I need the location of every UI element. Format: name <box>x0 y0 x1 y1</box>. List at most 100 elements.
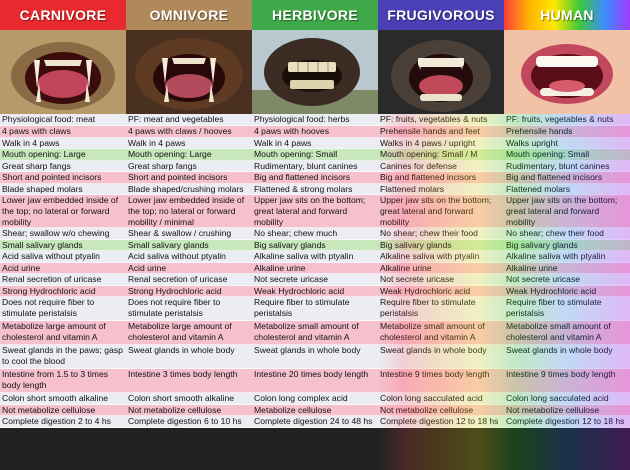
cell-frugivorous-20: Complete digestion 12 to 18 hs <box>378 416 504 428</box>
column-omnivore: OMNIVORE PF: meat and vegetables 4 paws w… <box>126 0 252 470</box>
cell-human-11: Alkaline urine <box>504 262 630 274</box>
column-human: HUMAN PF: fruits, vegetables & nuts Prehe… <box>504 0 630 470</box>
rows-frugivorous: PF: fruits, vegetables & nuts Prehensile … <box>378 114 504 428</box>
cell-carnivore-1: 4 paws with claws <box>0 126 126 138</box>
cell-carnivore-8: Shear; swallow w/o chewing <box>0 228 126 240</box>
cell-carnivore-3: Mouth opening: Large <box>0 149 126 161</box>
cell-herbivore-17: Intestine 20 times body length <box>252 369 378 393</box>
cell-human-1: Prehensile hands <box>504 126 630 138</box>
human-mouth-image <box>504 30 630 114</box>
cell-carnivore-12: Renal secretion of uricase <box>0 274 126 286</box>
cell-herbivore-7: Upper jaw sits on the bottom; great late… <box>252 195 378 228</box>
cell-omnivore-15: Metabolize large amount of cholesterol a… <box>126 321 252 345</box>
cell-frugivorous-2: Walks in 4 paws / upright <box>378 137 504 149</box>
cell-frugivorous-11: Alkaline urine <box>378 262 504 274</box>
cell-herbivore-11: Alkaline urine <box>252 262 378 274</box>
cell-herbivore-0: Physiological food: herbs <box>252 114 378 126</box>
cell-carnivore-15: Metabolize large amount of cholesterol a… <box>0 321 126 345</box>
cell-frugivorous-19: Not metabolize cellulose <box>378 404 504 416</box>
rows-human: PF: fruits, vegetables & nuts Prehensile … <box>504 114 630 428</box>
cell-human-16: Sweat glands in whole body <box>504 345 630 369</box>
cell-frugivorous-3: Mouth opening: Small / M <box>378 149 504 161</box>
horse-teeth-image <box>252 30 378 114</box>
cell-herbivore-16: Sweat glands in whole body <box>252 345 378 369</box>
rows-herbivore: Physiological food: herbs 4 paws with hoo… <box>252 114 378 428</box>
cell-human-19: Not metabolize cellulose <box>504 404 630 416</box>
cell-frugivorous-5: Big and flattened incisors <box>378 172 504 184</box>
cell-omnivore-11: Acid urine <box>126 262 252 274</box>
cell-herbivore-10: Alkaline saliva with ptyalin <box>252 251 378 263</box>
cell-omnivore-9: Small salivary glands <box>126 239 252 251</box>
cell-omnivore-8: Shear & swallow / crushing <box>126 228 252 240</box>
header-human: HUMAN <box>504 0 630 30</box>
cell-human-3: Mouth opening: Small <box>504 149 630 161</box>
header-herbivore: HERBIVORE <box>252 0 378 30</box>
cell-frugivorous-6: Flattened molars <box>378 183 504 195</box>
cell-frugivorous-8: No shear; chew their food <box>378 228 504 240</box>
cell-frugivorous-0: PF: fruits, vegetables & nuts <box>378 114 504 126</box>
column-herbivore: HERBIVORE Physiological food: herbs 4 paw… <box>252 0 378 470</box>
cell-frugivorous-14: Require fiber to stimulate peristalsis <box>378 297 504 321</box>
cell-carnivore-16: Sweat glands in the paws; gasp to cool t… <box>0 345 126 369</box>
cell-omnivore-16: Sweat glands in whole body <box>126 345 252 369</box>
column-frugivorous: FRUGIVOROUS PF: fruits, vegetables & nut… <box>378 0 504 470</box>
rows-omnivore: PF: meat and vegetables 4 paws with claws… <box>126 114 252 428</box>
cell-omnivore-20: Complete digestion 6 to 10 hs <box>126 416 252 428</box>
cell-herbivore-8: No shear; chew much <box>252 228 378 240</box>
cell-omnivore-2: Walk in 4 paws <box>126 137 252 149</box>
cell-carnivore-17: Intestine from 1.5 to 3 times body lengt… <box>0 369 126 393</box>
cell-frugivorous-15: Metabolize small amount of cholesterol a… <box>378 321 504 345</box>
cell-carnivore-14: Does not require fiber to stimulate peri… <box>0 297 126 321</box>
cell-frugivorous-16: Sweat glands in whole body <box>378 345 504 369</box>
cell-human-10: Alkaline saliva with ptyalin <box>504 251 630 263</box>
cell-frugivorous-17: Intestine 9 times body length <box>378 369 504 393</box>
cell-frugivorous-4: Canines for defense <box>378 160 504 172</box>
chimp-teeth-image <box>378 30 504 114</box>
human-mouth-picture <box>504 30 630 114</box>
column-carnivore: CARNIVORE Physiological food: meat 4 paws… <box>0 0 126 470</box>
cell-frugivorous-18: Colon long sacculated acid <box>378 393 504 405</box>
cell-human-5: Big and flattened incisors <box>504 172 630 184</box>
cell-human-7: Upper jaw sits on the bottom; great late… <box>504 195 630 228</box>
cell-human-13: Weak Hydrochloric acid <box>504 285 630 297</box>
lion-teeth-picture <box>0 30 126 114</box>
cell-omnivore-10: Acid saliva without ptyalin <box>126 251 252 263</box>
cell-carnivore-0: Physiological food: meat <box>0 114 126 126</box>
cell-carnivore-2: Walk in 4 paws <box>0 137 126 149</box>
cell-omnivore-12: Renal secretion of uricase <box>126 274 252 286</box>
cell-herbivore-14: Require fiber to stimulate peristalsis <box>252 297 378 321</box>
cell-human-17: Intestine 9 times body length <box>504 369 630 393</box>
cell-herbivore-2: Walk in 4 paws <box>252 137 378 149</box>
cell-omnivore-17: Intestine 3 times body length <box>126 369 252 393</box>
cell-frugivorous-13: Weak Hydrochloric acid <box>378 285 504 297</box>
cell-herbivore-15: Metabolize small amount of cholesterol a… <box>252 321 378 345</box>
cell-carnivore-7: Lower jaw embedded inside of the top; no… <box>0 195 126 228</box>
chimp-teeth-picture <box>378 30 504 114</box>
cell-human-2: Walks upright <box>504 137 630 149</box>
cell-herbivore-6: Flattened & strong molars <box>252 183 378 195</box>
cell-frugivorous-1: Prehensile hands and feet <box>378 126 504 138</box>
bear-teeth-picture <box>126 30 252 114</box>
cell-carnivore-4: Great sharp fangs <box>0 160 126 172</box>
cell-carnivore-19: Not metabolize cellulose <box>0 404 126 416</box>
horse-teeth-picture <box>252 30 378 114</box>
cell-herbivore-12: Not secrete uricase <box>252 274 378 286</box>
cell-herbivore-20: Complete digestion 24 to 48 hs <box>252 416 378 428</box>
cell-omnivore-7: Lower jaw embedded inside of the top; no… <box>126 195 252 228</box>
cell-carnivore-10: Acid saliva without ptyalin <box>0 251 126 263</box>
cell-omnivore-3: Mouth opening: Large <box>126 149 252 161</box>
cell-omnivore-1: 4 paws with claws / hooves <box>126 126 252 138</box>
cell-human-6: Flattened molars <box>504 183 630 195</box>
cell-carnivore-13: Strong Hydrochloric acid <box>0 285 126 297</box>
cell-carnivore-20: Complete digestion 2 to 4 hs <box>0 416 126 428</box>
cell-herbivore-5: Big and flattened incisors <box>252 172 378 184</box>
cell-carnivore-18: Colon short smooth alkaline <box>0 393 126 405</box>
rows-carnivore: Physiological food: meat 4 paws with claw… <box>0 114 126 428</box>
cell-carnivore-5: Short and pointed incisors <box>0 172 126 184</box>
cell-carnivore-11: Acid urine <box>0 262 126 274</box>
cell-herbivore-19: Metabolize cellulose <box>252 404 378 416</box>
cell-omnivore-4: Great sharp fangs <box>126 160 252 172</box>
header-carnivore: CARNIVORE <box>0 0 126 30</box>
cell-omnivore-13: Strong Hydrochloric acid <box>126 285 252 297</box>
